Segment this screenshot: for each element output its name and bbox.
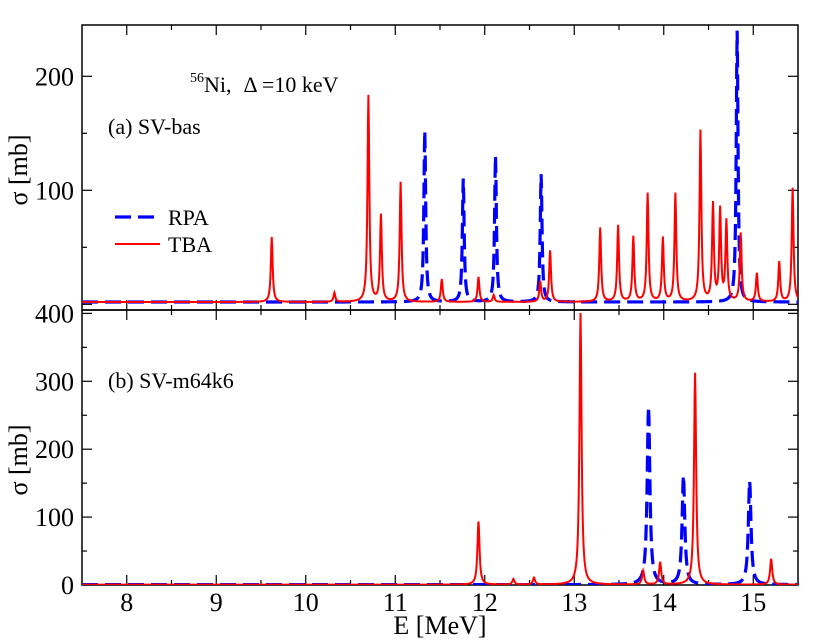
panel-a-annotation: 56Ni, Δ =10 keV (190, 71, 339, 97)
panel-b-rpa-line (82, 406, 798, 585)
legend-rpa-label: RPA (168, 205, 209, 230)
panel-b-y-axis-title: σ [mb] (4, 424, 33, 495)
x-tick-label: 12 (472, 588, 498, 617)
legend: RPA TBA (115, 205, 212, 257)
y-tick-label: 200 (35, 62, 74, 91)
panel-a-ticks (82, 25, 798, 310)
y-tick-label: 400 (35, 299, 74, 328)
panel-a-frame (81, 24, 799, 311)
x-tick-label: 14 (651, 588, 677, 617)
y-tick-label: 200 (35, 435, 74, 464)
annotation-mass-number: 56 (190, 71, 204, 86)
y-tick-label: 100 (35, 503, 74, 532)
x-tick-label: 13 (561, 588, 587, 617)
legend-tba-label: TBA (168, 232, 212, 257)
annotation-delta: Δ =10 keV (244, 72, 339, 97)
panel-a-y-axis-title: σ [mb] (4, 134, 33, 205)
panel-a-tba-line (82, 94, 798, 304)
panel-a-y-tick-labels: 100 200 (35, 62, 74, 205)
x-tick-label: 11 (383, 588, 408, 617)
x-tick-label: 9 (210, 588, 223, 617)
panel-b-y-tick-labels: 0 100 200 300 400 (35, 299, 74, 600)
y-tick-label: 0 (61, 571, 74, 600)
panel-b: 0 100 200 300 400 8 9 10 11 12 13 14 15 σ [mb] (b) … (4, 299, 799, 640)
x-tick-label: 10 (293, 588, 319, 617)
y-tick-label: 100 (35, 176, 74, 205)
panel-b-label: (b) SV-m64k6 (108, 368, 234, 393)
panel-a-label: (a) SV-bas (108, 114, 201, 139)
annotation-isotope: Ni, (204, 72, 232, 97)
panel-b-x-tick-labels: 8 9 10 11 12 13 14 15 (120, 588, 766, 617)
panel-b-ticks (82, 310, 798, 586)
x-tick-label: 8 (120, 588, 133, 617)
panel-b-tba-line (82, 312, 798, 585)
x-axis-title: E [MeV] (393, 611, 486, 640)
panel-b-frame (81, 309, 799, 586)
y-tick-label: 300 (35, 367, 74, 396)
x-tick-label: 15 (740, 588, 766, 617)
